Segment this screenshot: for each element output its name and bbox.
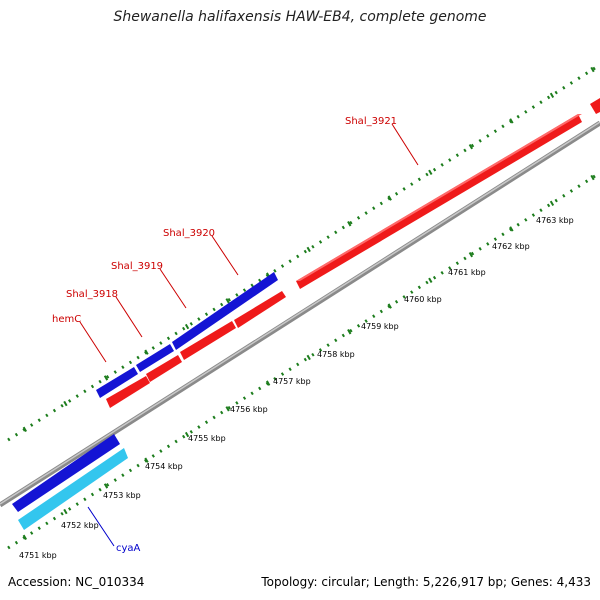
gene-shal-3921[interactable] xyxy=(296,114,582,289)
gene-reverse-large[interactable] xyxy=(172,272,278,350)
scale-label-4752: 4752 kbp xyxy=(61,521,99,530)
leader-shal-3919 xyxy=(159,268,187,309)
scale-label-4760: 4760 kbp xyxy=(404,295,442,304)
inner-major-tick xyxy=(468,251,474,258)
scale-labels: 4751 kbp 4752 kbp 4753 kbp 4754 kbp 4755… xyxy=(19,216,574,560)
scale-label-4759: 4759 kbp xyxy=(361,322,399,331)
backbone-line xyxy=(0,120,600,508)
backbone xyxy=(0,120,600,508)
scale-label-4758: 4758 kbp xyxy=(317,350,355,359)
gene-reverse-mid[interactable] xyxy=(136,344,174,372)
outer-major-tick xyxy=(509,118,514,124)
inner-major-tick xyxy=(306,354,311,361)
inner-major-tick xyxy=(22,534,28,540)
inner-major-tick xyxy=(184,431,190,438)
scale-label-4754: 4754 kbp xyxy=(145,462,183,471)
inner-major-tick xyxy=(590,174,595,181)
gene-shal-3921-top xyxy=(296,114,582,281)
leader-shal-3918 xyxy=(115,296,143,338)
inner-major-tick xyxy=(266,380,271,386)
inner-tick-row xyxy=(7,174,596,550)
label-hemc[interactable]: hemC xyxy=(52,314,81,325)
outer-major-tick xyxy=(103,375,109,381)
outer-major-tick xyxy=(549,92,555,98)
outer-major-tick xyxy=(347,221,352,227)
map-title: Shewanella halifaxensis HAW-EB4, complet… xyxy=(113,9,487,25)
scale-label-4753: 4753 kbp xyxy=(103,491,141,500)
label-shal-3920[interactable]: Shal_3920 xyxy=(163,228,215,239)
gene-shal-3920[interactable] xyxy=(234,291,286,328)
inner-major-tick xyxy=(347,329,352,335)
gene-reverse-small[interactable] xyxy=(96,367,138,398)
outer-major-tick xyxy=(184,323,190,330)
gene-hemc[interactable] xyxy=(106,376,150,408)
inner-major-tick xyxy=(549,200,555,206)
scale-label-4763: 4763 kbp xyxy=(536,216,574,225)
inner-tick-dots xyxy=(7,174,596,550)
scale-label-4756: 4756 kbp xyxy=(230,405,268,414)
inner-major-tick xyxy=(387,303,392,309)
outer-major-tick xyxy=(590,66,595,73)
label-cyaa[interactable]: cyaA xyxy=(116,543,141,554)
outer-major-tick xyxy=(22,426,28,432)
scale-label-4762: 4762 kbp xyxy=(492,242,530,251)
gene-shal-3919[interactable] xyxy=(180,321,236,360)
outer-major-tick xyxy=(63,400,68,407)
leader-shal-3921 xyxy=(391,123,419,166)
outer-major-tick xyxy=(306,246,311,253)
outer-major-tick xyxy=(387,195,392,201)
gene-shal-3918[interactable] xyxy=(146,355,182,382)
gene-labels: Shal_3921 Shal_3920 Shal_3919 Shal_3918 … xyxy=(52,116,419,554)
gene-features[interactable] xyxy=(12,98,600,530)
outer-major-tick xyxy=(144,349,149,355)
outer-major-tick xyxy=(428,169,433,176)
gene-forward-overflow[interactable] xyxy=(590,98,600,114)
label-shal-3921[interactable]: Shal_3921 xyxy=(345,116,397,127)
label-shal-3918[interactable]: Shal_3918 xyxy=(66,289,118,300)
scale-label-4761: 4761 kbp xyxy=(448,268,486,277)
inner-major-tick xyxy=(63,508,68,515)
gene-reverse-left[interactable] xyxy=(12,434,120,512)
scale-label-4751: 4751 kbp xyxy=(19,551,57,560)
inner-major-tick xyxy=(144,457,149,463)
inner-major-tick xyxy=(225,406,230,412)
inner-major-tick xyxy=(103,483,109,489)
scale-label-4755: 4755 kbp xyxy=(188,434,226,443)
backbone-highlight xyxy=(0,121,600,505)
accession-label: Accession: NC_010334 xyxy=(8,575,145,589)
major-ticks xyxy=(22,66,595,540)
label-shal-3919[interactable]: Shal_3919 xyxy=(111,261,163,272)
topology-summary: Topology: circular; Length: 5,226,917 bp… xyxy=(261,575,591,589)
gene-cyaa[interactable] xyxy=(18,448,128,530)
inner-major-tick xyxy=(509,226,514,232)
leader-hemc xyxy=(79,321,107,363)
scale-label-4757: 4757 kbp xyxy=(273,377,311,386)
inner-major-tick xyxy=(428,277,433,284)
leader-shal-3920 xyxy=(211,235,239,276)
outer-major-tick xyxy=(225,298,230,304)
outer-major-tick xyxy=(468,143,474,150)
leader-cyaa xyxy=(87,506,115,547)
